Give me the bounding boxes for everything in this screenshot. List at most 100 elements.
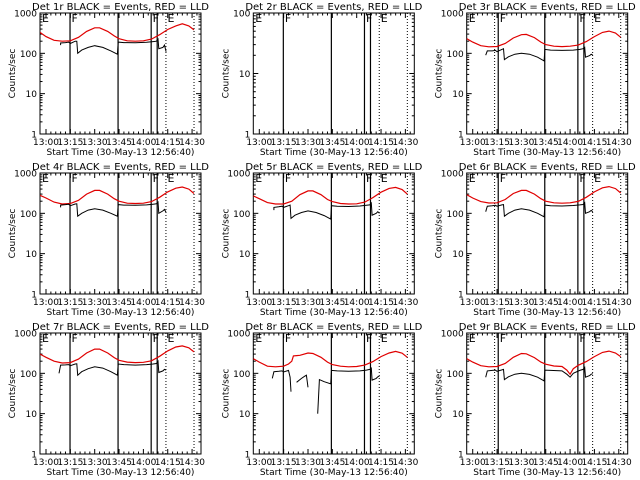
x-tick-label: 14:30 [606,298,632,308]
x-tick-label: 13:30 [82,138,108,148]
x-tick-label: 14:30 [392,458,418,468]
x-tick-label: 14:00 [344,138,370,148]
x-tick-label: 13:45 [533,458,559,468]
marker-label-e: E [255,172,262,185]
y-tick-label: 1000 [441,170,464,180]
x-tick-label: 14:15 [155,138,181,148]
series-events-black [485,366,593,382]
marker-label-f: F [366,172,372,185]
x-tick-label: 13:45 [319,138,345,148]
panel-det-3r: Det 3r BLACK = Events, RED = LLD 1 10 100 10… [435,2,636,158]
x-tick-label: 14:30 [392,138,418,148]
y-tick-label: 100 [20,210,37,220]
y-tick-label: 100 [447,210,464,220]
x-tick-label: 13:15 [57,298,83,308]
series-lld-red [466,350,622,376]
x-axis-label: Start Time (30-May-13 12:56:40) [473,468,621,478]
plot-frame [466,332,629,455]
marker-label-e: E [167,332,174,345]
y-tick-label: 1 [458,291,464,301]
panel-title: Det 3r BLACK = Events, RED = LLD [459,2,636,13]
y-axis-label: Counts/sec [435,369,445,419]
series-events-black [60,37,167,55]
y-tick-label: 1000 [14,330,37,340]
x-tick-label: 14:00 [130,298,156,308]
y-tick-label: 100 [447,370,464,380]
y-tick-label: 100 [233,10,250,20]
marker-label-f: F [579,172,585,185]
y-tick-label: 1000 [14,170,37,180]
marker-label-e: E [381,172,388,185]
panel-title: Det 4r BLACK = Events, RED = LLD [32,162,209,173]
panel-title: Det 6r BLACK = Events, RED = LLD [459,162,636,173]
panel-det-8r: Det 8r BLACK = Events, RED = LLD 1 10 100 10… [221,322,422,478]
plot-frame [252,172,415,295]
y-axis-label: Counts/sec [435,49,445,99]
x-tick-label: 14:15 [368,138,394,148]
marker-label-f: F [72,332,78,345]
marker-label-e: E [469,12,476,25]
x-tick-label: 13:15 [484,138,510,148]
series-lld-red [466,185,622,204]
x-axis-label: Start Time (30-May-13 12:56:40) [47,148,195,158]
y-tick-label: 1000 [441,10,464,20]
marker-label-f: F [500,12,506,25]
y-axis-label: Counts/sec [221,49,231,99]
y-tick-label: 1 [458,451,464,461]
x-tick-label: 14:30 [179,138,205,148]
x-axis-label: Start Time (30-May-13 12:56:40) [260,308,408,318]
y-axis-label: Counts/sec [221,209,231,259]
x-tick-label: 13:00 [460,298,486,308]
y-tick-label: 10 [239,250,251,260]
x-tick-label: 14:00 [557,138,583,148]
y-tick-label: 10 [239,410,251,420]
x-tick-label: 13:45 [106,138,132,148]
x-axis-label: Start Time (30-May-13 12:56:40) [260,148,408,158]
x-axis-label: Start Time (30-May-13 12:56:40) [473,148,621,158]
panel-title: Det 2r BLACK = Events, RED = LLD [245,2,422,13]
x-tick-label: 13:45 [319,298,345,308]
marker-label-e: E [469,332,476,345]
y-axis-label: Counts/sec [8,369,18,419]
x-tick-label: 14:15 [581,298,607,308]
x-tick-label: 13:45 [533,298,559,308]
y-tick-label: 10 [452,90,464,100]
x-tick-label: 13:00 [246,298,272,308]
series-events-black [271,367,380,414]
x-tick-label: 14:15 [368,298,394,308]
y-tick-label: 10 [452,410,464,420]
panel-det-6r: Det 6r BLACK = Events, RED = LLD 1 10 100 10… [435,162,636,318]
x-tick-label: 13:30 [82,298,108,308]
panel-title: Det 1r BLACK = Events, RED = LLD [32,2,209,13]
x-tick-label: 14:00 [557,458,583,468]
marker-label-e: E [255,12,262,25]
y-tick-label: 1 [31,291,37,301]
y-tick-label: 1000 [227,330,250,340]
y-tick-label: 100 [20,50,37,60]
series-lld-red [253,350,408,368]
x-tick-label: 14:00 [344,458,370,468]
x-axis-label: Start Time (30-May-13 12:56:40) [260,468,408,478]
x-tick-label: 13:00 [246,458,272,468]
marker-label-e: E [42,12,49,25]
marker-label-f: F [285,12,291,25]
y-tick-label: 1 [458,131,464,141]
y-tick-label: 10 [26,250,38,260]
plot-frame [466,172,629,295]
series-events-black [273,201,380,220]
panel-det-1r: Det 1r BLACK = Events, RED = LLD 1 10 100 10… [8,2,209,158]
x-tick-label: 13:00 [33,298,59,308]
x-tick-label: 14:00 [130,458,156,468]
x-tick-label: 13:30 [295,458,321,468]
x-tick-label: 13:45 [106,458,132,468]
panel-title: Det 7r BLACK = Events, RED = LLD [32,322,209,333]
x-tick-label: 13:15 [57,138,83,148]
x-tick-label: 14:15 [368,458,394,468]
plot-frame [39,12,202,135]
marker-label-f: F [285,172,291,185]
x-tick-label: 14:30 [606,138,632,148]
